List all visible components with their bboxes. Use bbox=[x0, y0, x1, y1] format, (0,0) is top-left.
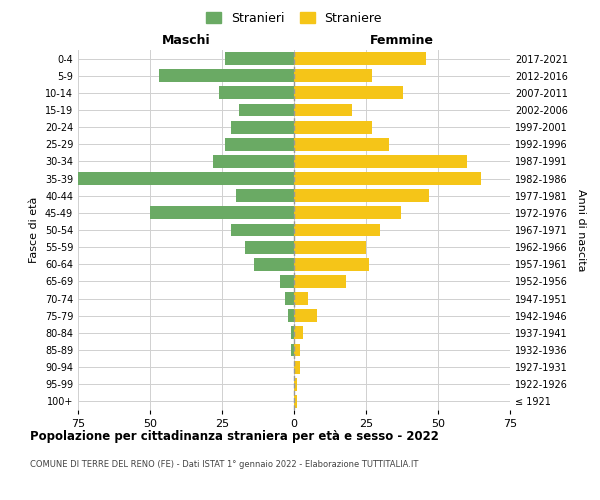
Bar bbox=[294, 224, 380, 236]
Bar bbox=[294, 172, 481, 185]
Bar bbox=[214, 155, 294, 168]
Bar bbox=[78, 172, 294, 185]
Bar bbox=[219, 86, 294, 100]
Bar bbox=[294, 70, 372, 82]
Bar bbox=[150, 206, 294, 220]
Bar bbox=[294, 206, 401, 220]
Bar bbox=[294, 326, 302, 340]
Bar bbox=[291, 326, 294, 340]
Text: Femmine: Femmine bbox=[370, 34, 434, 46]
Bar bbox=[294, 292, 308, 305]
Bar bbox=[254, 258, 294, 270]
Bar bbox=[291, 344, 294, 356]
Bar bbox=[294, 378, 297, 390]
Text: COMUNE DI TERRE DEL RENO (FE) - Dati ISTAT 1° gennaio 2022 - Elaborazione TUTTIT: COMUNE DI TERRE DEL RENO (FE) - Dati IST… bbox=[30, 460, 418, 469]
Bar bbox=[245, 240, 294, 254]
Bar bbox=[294, 52, 427, 65]
Bar bbox=[286, 292, 294, 305]
Bar bbox=[294, 395, 297, 408]
Bar bbox=[294, 310, 317, 322]
Bar bbox=[294, 138, 389, 150]
Bar bbox=[280, 275, 294, 288]
Text: Popolazione per cittadinanza straniera per età e sesso - 2022: Popolazione per cittadinanza straniera p… bbox=[30, 430, 439, 443]
Bar bbox=[236, 190, 294, 202]
Bar bbox=[294, 190, 430, 202]
Bar bbox=[230, 120, 294, 134]
Bar bbox=[239, 104, 294, 117]
Bar bbox=[294, 155, 467, 168]
Bar bbox=[294, 275, 346, 288]
Bar bbox=[294, 360, 300, 374]
Bar bbox=[294, 258, 369, 270]
Bar bbox=[294, 344, 300, 356]
Bar bbox=[294, 120, 372, 134]
Bar bbox=[158, 70, 294, 82]
Y-axis label: Fasce di età: Fasce di età bbox=[29, 197, 39, 263]
Legend: Stranieri, Straniere: Stranieri, Straniere bbox=[203, 10, 385, 28]
Y-axis label: Anni di nascita: Anni di nascita bbox=[576, 188, 586, 271]
Bar bbox=[294, 86, 403, 100]
Bar bbox=[288, 310, 294, 322]
Bar bbox=[294, 104, 352, 117]
Bar bbox=[294, 240, 366, 254]
Text: Maschi: Maschi bbox=[161, 34, 211, 46]
Bar bbox=[225, 138, 294, 150]
Bar bbox=[225, 52, 294, 65]
Bar bbox=[230, 224, 294, 236]
